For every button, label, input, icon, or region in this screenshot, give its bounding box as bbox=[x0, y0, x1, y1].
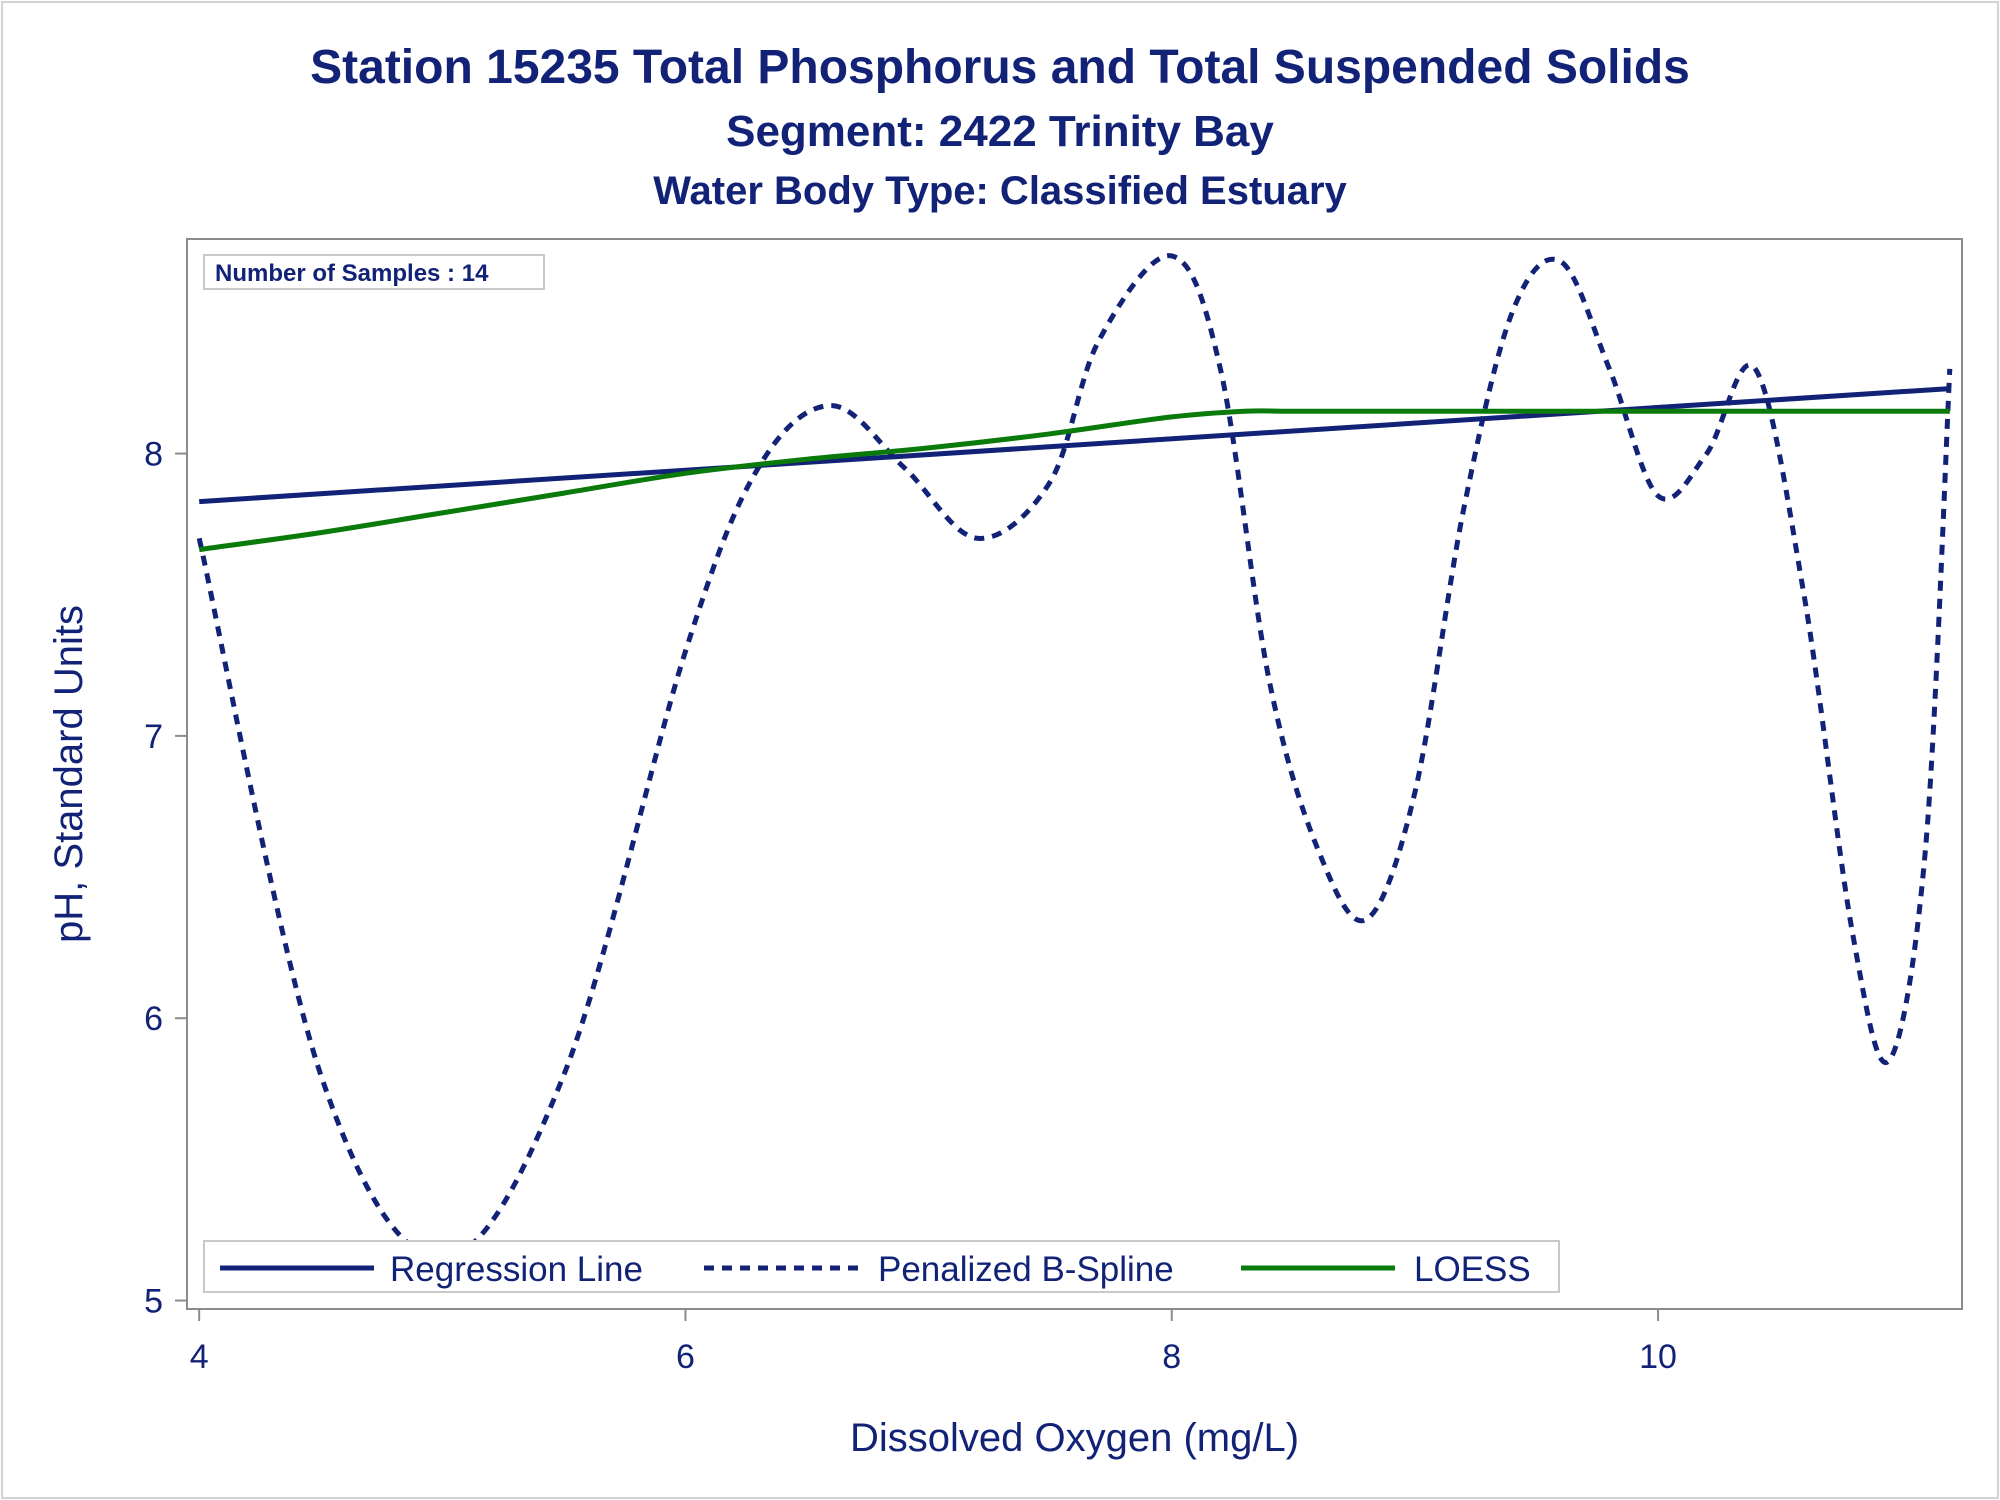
y-tick-label: 7 bbox=[144, 718, 163, 756]
sample-count-box bbox=[203, 254, 545, 290]
y-tick-label: 5 bbox=[144, 1283, 163, 1321]
axes-layer: 4 6 8 10 5 6 7 8 bbox=[144, 436, 1677, 1376]
sample-count-inset: Number of Samples : 14 bbox=[203, 254, 545, 290]
x-tick-label: 6 bbox=[676, 1338, 695, 1376]
y-axis-label: pH, Standard Units bbox=[47, 605, 91, 943]
x-tick-label: 10 bbox=[1639, 1338, 1677, 1376]
chart-subtitle-secondary: Water Body Type: Classified Estuary bbox=[653, 169, 1347, 213]
chart-subtitle: Segment: 2422 Trinity Bay bbox=[726, 107, 1274, 156]
series-line-loess bbox=[198, 408, 1950, 553]
x-tick-label: 4 bbox=[190, 1338, 209, 1376]
x-tick-label: 8 bbox=[1162, 1338, 1181, 1376]
series-layer bbox=[196, 253, 1953, 1261]
series-line-regression-line bbox=[199, 386, 1950, 505]
sample-count-text: Number of Samples : 14 bbox=[215, 260, 489, 287]
plot-area bbox=[186, 238, 1963, 1310]
legend-label-regression-line: Regression Line bbox=[390, 1250, 643, 1289]
legend-label-penalized-b-spline: Penalized B-Spline bbox=[878, 1250, 1174, 1289]
legend-label-loess: LOESS bbox=[1414, 1250, 1531, 1289]
chart-title: Station 15235 Total Phosphorus and Total… bbox=[310, 41, 1690, 94]
x-axis-label: Dissolved Oxygen (mg/L) bbox=[850, 1416, 1299, 1460]
series-line-penalized-b-spline bbox=[196, 253, 1953, 1261]
y-tick-label: 6 bbox=[144, 1000, 163, 1038]
y-tick-label: 8 bbox=[144, 436, 163, 474]
legend: Regression Line Penalized B-Spline LOESS bbox=[203, 1240, 1560, 1293]
